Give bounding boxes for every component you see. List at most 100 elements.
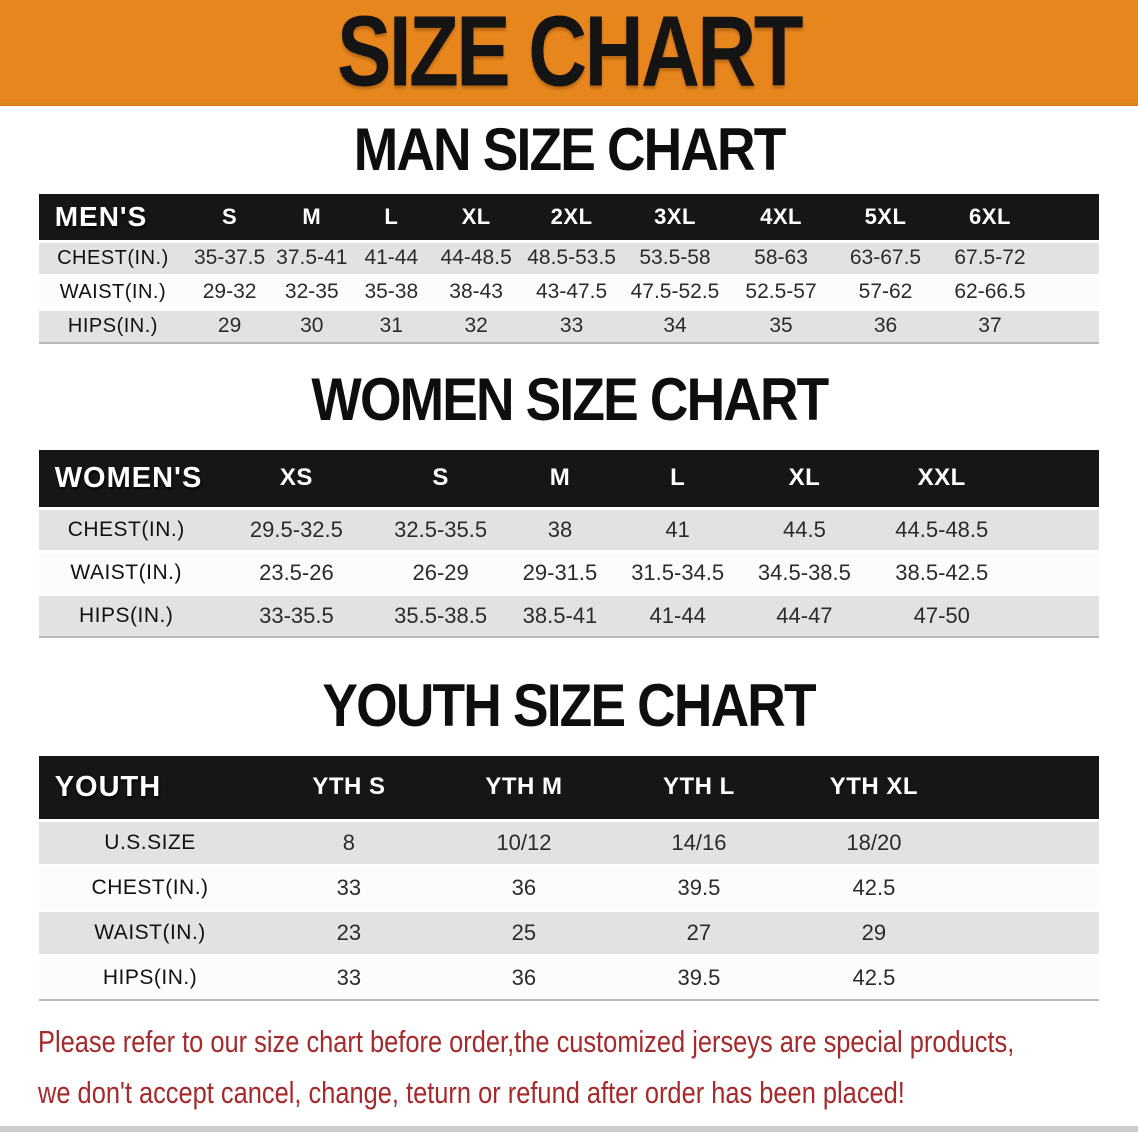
women-value: 38.5-42.5 [895, 559, 989, 585]
women-size-column-1: XS [279, 464, 313, 492]
women-value: 41 [665, 516, 690, 542]
man-size-table: MEN'S S M L XL 2XL 3XL 4XL 5XL 6XL CHEST(IN.) 35-37… [38, 194, 1100, 344]
women-value: 44-47 [776, 602, 833, 628]
spacer-cell [961, 865, 1099, 910]
youth-table-title: YOUTH [54, 770, 162, 803]
man-size-column-4: XL [461, 203, 491, 229]
man-size-column-1: S [222, 203, 238, 229]
man-size-column-5: 2XL [550, 203, 593, 229]
youth-value: 33 [336, 874, 362, 900]
women-size-column-5: XL [788, 464, 821, 492]
youth-header-row: YOUTH YTH S YTH M YTH L YTH XL [38, 756, 1100, 820]
youth-measure-row: HIPS(IN.) 33 36 39.5 42.5 [38, 955, 1100, 1000]
size-chart-banner: SIZE CHART [0, 0, 1138, 106]
women-row-label: HIPS(IN.) [79, 603, 174, 627]
women-value: 32.5-35.5 [394, 516, 488, 542]
man-value: 52.5-57 [745, 280, 817, 303]
man-table-title: MEN'S [54, 200, 148, 232]
man-value: 43-47.5 [535, 280, 608, 303]
youth-value: 29 [861, 919, 887, 945]
women-value: 26-29 [412, 559, 469, 585]
man-section-heading-text: MAN SIZE CHART [353, 115, 787, 184]
man-measure-row: CHEST(IN.) 35-37.5 37.5-41 41-44 44-48.5 48.5… [38, 241, 1100, 275]
disclaimer: Please refer to our size chart before or… [38, 1019, 1138, 1121]
women-size-column-2: S [432, 464, 449, 492]
man-size-column-3: L [384, 203, 399, 229]
youth-row-label: WAIST(IN.) [94, 920, 206, 944]
youth-value: 42.5 [852, 964, 896, 990]
man-value: 53.5-58 [639, 246, 711, 269]
disclaimer-line-1-text: Please refer to our size chart before or… [38, 1024, 1015, 1059]
women-size-column-6: XXL [917, 464, 966, 492]
women-row-label: CHEST(IN.) [67, 517, 185, 541]
man-value: 31 [379, 314, 403, 338]
youth-size-column-3: YTH L [662, 773, 735, 801]
spacer-cell [1043, 241, 1099, 275]
man-value: 34 [663, 314, 687, 338]
youth-section-heading: YOUTH SIZE CHART [0, 671, 1138, 740]
man-value: 63-67.5 [849, 246, 922, 269]
man-value: 48.5-53.5 [527, 246, 616, 269]
women-value: 38.5-41 [522, 602, 598, 628]
women-value: 29.5-32.5 [249, 516, 343, 542]
man-value: 47.5-52.5 [630, 280, 720, 303]
man-value: 37.5-41 [276, 246, 348, 269]
youth-section-heading-text: YOUTH SIZE CHART [322, 671, 817, 740]
youth-value: 39.5 [677, 964, 721, 990]
women-value: 38 [547, 516, 573, 542]
youth-value: 10/12 [496, 829, 552, 855]
man-row-label: CHEST(IN.) [57, 246, 169, 269]
youth-value: 8 [342, 829, 356, 855]
man-value: 30 [300, 314, 324, 338]
man-value: 57-62 [858, 280, 913, 303]
youth-size-table: YOUTH YTH S YTH M YTH L YTH XL U.S.SIZE 8 10/12… [38, 756, 1100, 1001]
women-measure-row: WAIST(IN.) 23.5-26 26-29 29-31.5 31.5-34.5 34… [38, 551, 1100, 594]
women-section-heading-text: WOMEN SIZE CHART [310, 365, 829, 434]
man-value: 58-63 [754, 246, 808, 269]
bottom-edge-strip [0, 1126, 1138, 1132]
youth-value: 42.5 [852, 874, 896, 900]
women-value: 31.5-34.5 [631, 559, 725, 585]
women-size-column-4: L [670, 464, 686, 492]
man-value: 32 [464, 314, 488, 338]
youth-value: 25 [511, 919, 537, 945]
spacer-col [1012, 450, 1099, 508]
man-size-column-9: 6XL [969, 203, 1011, 229]
man-row-label: HIPS(IN.) [67, 314, 158, 337]
man-header-row: MEN'S S M L XL 2XL 3XL 4XL 5XL 6XL [38, 194, 1100, 241]
man-measure-row: WAIST(IN.) 29-32 32-35 35-38 38-43 43-47.5 47.… [38, 275, 1100, 309]
youth-row-label: U.S.SIZE [104, 830, 196, 854]
man-value: 29 [217, 314, 242, 338]
man-size-column-7: 4XL [760, 203, 802, 229]
spacer-cell [961, 820, 1099, 865]
women-measure-row: CHEST(IN.) 29.5-32.5 32.5-35.5 38 41 44.5 44.5… [38, 508, 1100, 551]
women-measure-row: HIPS(IN.) 33-35.5 35.5-38.5 38.5-41 41-44 44-… [38, 594, 1100, 637]
women-value: 44.5 [782, 516, 826, 542]
youth-row-label: HIPS(IN.) [102, 965, 198, 989]
youth-value: 14/16 [671, 829, 727, 855]
spacer-cell [961, 955, 1099, 1000]
youth-size-column-4: YTH XL [829, 773, 919, 801]
women-table-title: WOMEN'S [54, 461, 203, 494]
youth-row-label: CHEST(IN.) [91, 875, 209, 899]
youth-size-column-1: YTH S [312, 773, 386, 801]
spacer-cell [1012, 551, 1099, 594]
banner-title: SIZE CHART [336, 0, 804, 106]
youth-value: 18/20 [846, 829, 902, 855]
women-size-table: WOMEN'S XS S M L XL XXL CHEST(IN.) 29.5-32.5 32.5… [38, 450, 1100, 638]
man-value: 35-38 [364, 280, 419, 303]
spacer-cell [1043, 275, 1099, 309]
man-value: 33 [559, 314, 584, 338]
man-value: 36 [873, 314, 898, 338]
women-value: 35.5-38.5 [394, 602, 488, 628]
women-value: 29-31.5 [522, 559, 598, 585]
women-value: 47-50 [913, 602, 970, 628]
disclaimer-line-1: Please refer to our size chart before or… [38, 1019, 1138, 1070]
youth-value: 27 [686, 919, 712, 945]
youth-value: 36 [511, 874, 537, 900]
spacer-col [961, 756, 1099, 820]
youth-value: 33 [336, 964, 362, 990]
man-value: 32-35 [284, 280, 339, 303]
man-section-heading: MAN SIZE CHART [0, 115, 1138, 184]
man-measure-row: HIPS(IN.) 29 30 31 32 33 34 35 36 37 [38, 309, 1100, 343]
